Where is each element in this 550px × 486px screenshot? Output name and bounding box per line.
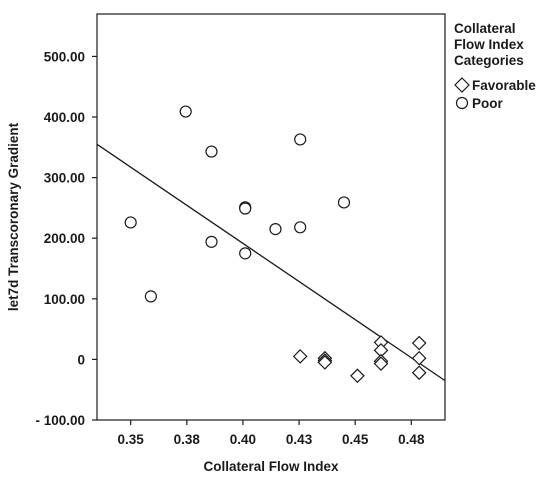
point-poor-circle <box>239 202 252 215</box>
x-axis-ticks: 0.35 0.38 0.40 0.43 0.45 0.48 <box>118 420 425 447</box>
y-axis-ticks: - 100.00 0 100.00 200.00 300.00 400.00 500.00 <box>35 49 97 428</box>
fit-line <box>96 143 446 382</box>
point-poor-circle <box>337 196 351 209</box>
x-tick-label: 0.48 <box>398 432 425 447</box>
y-tick-label: 200.00 <box>44 231 85 246</box>
y-tick-label: 0 <box>77 352 85 367</box>
y-axis-title: let7d Transcoronary Gradient <box>6 122 21 311</box>
point-poor-circle <box>294 221 307 234</box>
legend-title-line-1: Collateral <box>454 21 516 36</box>
legend-title-line-2: Flow Index <box>454 37 524 52</box>
plot-frame <box>96 13 446 421</box>
x-tick-label: 0.38 <box>174 432 201 447</box>
point-poor-circle <box>269 223 282 236</box>
point-favorable-diamond <box>411 350 427 366</box>
point-favorable-diamond <box>411 335 427 351</box>
data-points <box>124 105 427 384</box>
point-favorable-diamond <box>317 355 333 370</box>
legend-diamond-icon <box>454 77 470 93</box>
legend-item-poor: Poor <box>472 96 503 111</box>
point-poor-circle <box>205 235 218 248</box>
point-poor-circle <box>239 247 252 260</box>
point-favorable-diamond <box>373 356 389 371</box>
x-axis-title: Collateral Flow Index <box>203 459 339 474</box>
point-poor-circle <box>179 105 192 118</box>
y-tick-label: 100.00 <box>44 292 85 307</box>
y-tick-label: 400.00 <box>44 110 85 125</box>
point-favorable-diamond <box>350 368 365 384</box>
point-poor-circle <box>124 216 137 229</box>
legend-circle-icon <box>455 96 469 110</box>
point-favorable-diamond <box>411 365 427 381</box>
x-tick-label: 0.35 <box>118 432 145 447</box>
y-tick-label: 500.00 <box>44 49 85 64</box>
point-poor-circle <box>294 133 307 146</box>
point-poor-circle <box>144 290 157 303</box>
legend-title-line-3: Categories <box>454 53 524 68</box>
point-favorable-diamond <box>292 349 308 364</box>
x-tick-label: 0.40 <box>230 432 256 447</box>
point-poor-circle <box>205 145 218 158</box>
legend: Collateral Flow Index Categories Favorab… <box>454 21 536 111</box>
x-tick-label: 0.43 <box>286 432 313 447</box>
x-tick-label: 0.45 <box>342 432 369 447</box>
legend-item-favorable: Favorable <box>472 78 536 93</box>
y-tick-label: 300.00 <box>44 171 85 186</box>
y-tick-label: - 100.00 <box>35 413 85 428</box>
